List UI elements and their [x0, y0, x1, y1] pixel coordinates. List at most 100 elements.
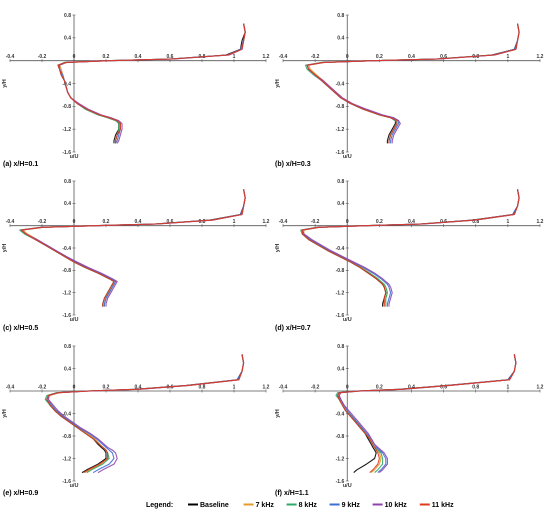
x-tick-label: -0.2	[311, 219, 320, 225]
chart-panel: -0.4 -0.2 0 0.2 0.4 0.6 0.8 1 1.20.80.4-0.4-0.8-…	[275, 179, 544, 332]
y-tick-label: 0.4	[337, 366, 344, 372]
y-tick-label: -0.8	[336, 104, 345, 110]
y-tick-label: -1.6	[336, 313, 345, 319]
series-line-11-khz	[46, 354, 245, 474]
y-tick-label: -0.8	[336, 434, 345, 440]
y-axis-title: y/H	[275, 409, 281, 418]
x-tick-label: -0.2	[38, 219, 47, 225]
x-tick-label: 0.6	[440, 385, 447, 391]
x-tick-label: 0.2	[103, 54, 110, 60]
series-line-10-khz	[47, 354, 245, 474]
legend-item: 9 kHz	[329, 502, 361, 509]
chart-panel: -0.4 -0.2 0 0.2 0.4 0.6 0.8 1 1.20.80.4-0.4-0.8-…	[275, 344, 544, 497]
y-tick-label: -0.8	[62, 268, 71, 274]
y-tick-label: -0.8	[62, 434, 71, 440]
y-tick-label: -1.2	[336, 290, 345, 296]
x-tick-label: 0.2	[103, 385, 110, 391]
x-tick-label: 1.2	[263, 219, 270, 225]
y-tick-label: -0.4	[62, 411, 71, 417]
y-tick-label: 0.8	[337, 179, 344, 185]
series-line-9-khz	[59, 23, 246, 144]
chart-panel: -0.4 -0.2 0 0.2 0.4 0.6 0.8 1 1.20.80.4-0.4-0.8-…	[2, 344, 270, 497]
x-tick-label: 0	[346, 385, 349, 391]
x-tick-label: -0.4	[279, 385, 288, 391]
y-tick-label: -1.2	[62, 127, 71, 133]
x-axis-title: u/U	[70, 154, 79, 160]
legend-label: Baseline	[200, 502, 229, 509]
x-tick-label: 1	[506, 385, 509, 391]
y-tick-label: -1.2	[62, 290, 71, 296]
x-tick-label: 0.6	[167, 54, 174, 60]
chart-panel: -0.4 -0.2 0 0.2 0.4 0.6 0.8 1 1.20.80.4-0.4-0.8-…	[2, 13, 270, 168]
x-tick-label: 0.8	[472, 54, 479, 60]
series-line-8-khz	[300, 189, 520, 307]
y-tick-label: 0.8	[64, 13, 71, 19]
legend: Legend: Baseline 7 kHz 8 kHz 9 kHz 10 kHz 11 …	[146, 502, 454, 509]
series-line-11-khz	[301, 189, 520, 307]
x-tick-label: 0.4	[135, 385, 142, 391]
series-line-11-khz	[306, 23, 520, 144]
series-line-8-khz	[57, 23, 246, 144]
y-tick-label: 0.4	[337, 36, 344, 42]
x-tick-label: 1.2	[263, 54, 270, 60]
x-tick-label: 0.4	[408, 219, 415, 225]
series-line-11-khz	[20, 189, 246, 307]
y-tick-label: 0.8	[64, 344, 71, 350]
series-line-baseline	[337, 354, 517, 474]
series-line-10-khz	[338, 354, 517, 474]
y-tick-label: -1.6	[336, 150, 345, 156]
x-tick-label: 0.6	[167, 385, 174, 391]
legend-item: 7 kHz	[243, 502, 274, 509]
panels-group: -0.4 -0.2 0 0.2 0.4 0.6 0.8 1 1.2 0.8 0.4 -0.4 -0.8 -…	[2, 13, 544, 497]
y-tick-label: -0.4	[336, 411, 345, 417]
x-tick-label: 1	[506, 54, 509, 60]
y-tick-label: 0.8	[337, 344, 344, 350]
x-tick-label: 0.8	[199, 385, 206, 391]
x-tick-label: 1	[506, 219, 509, 225]
legend-label: 9 kHz	[342, 502, 361, 509]
legend-item: 8 kHz	[286, 502, 317, 509]
series-line-11-khz	[337, 354, 517, 474]
chart-panel: -0.4 -0.2 0 0.2 0.4 0.6 0.8 1 1.20.80.4-0.4-0.8-…	[275, 13, 544, 168]
panel-label: (a) x/H=0.1	[3, 161, 38, 168]
panel-label: (b) x/H=0.3	[275, 161, 311, 168]
x-tick-label: -0.4	[6, 54, 15, 60]
x-axis-title: u/U	[343, 317, 352, 323]
y-tick-label: -0.4	[336, 246, 345, 252]
y-axis-title: y/H	[275, 79, 281, 88]
x-tick-label: 1.2	[537, 385, 544, 391]
x-tick-label: 0	[73, 219, 76, 225]
legend-entries: Baseline 7 kHz 8 kHz 9 kHz 10 kHz 11 kHz	[188, 502, 454, 509]
y-tick-label: 0.4	[64, 201, 71, 207]
series-line-7-khz	[47, 354, 245, 474]
series-line-baseline	[57, 23, 246, 144]
y-axis-title: y/H	[275, 244, 281, 253]
x-tick-label: -0.2	[38, 54, 47, 60]
x-tick-label: 1.2	[537, 54, 544, 60]
x-tick-label: 0.2	[376, 385, 383, 391]
y-tick-label: -1.6	[62, 313, 71, 319]
legend-label: 11 kHz	[432, 502, 454, 509]
x-tick-label: 0.2	[376, 54, 383, 60]
y-axis-title: y/H	[2, 244, 8, 253]
x-tick-label: 0.4	[135, 54, 142, 60]
x-tick-label: -0.2	[311, 54, 320, 60]
x-tick-label: -0.2	[38, 385, 47, 391]
series-line-9-khz	[46, 354, 245, 474]
series-line-7-khz	[338, 354, 517, 474]
x-tick-label: 0	[73, 54, 76, 60]
series-line-8-khz	[335, 354, 517, 474]
y-tick-label: -1.2	[336, 456, 345, 462]
x-tick-label: -0.4	[6, 219, 15, 225]
x-tick-label: 0.8	[472, 385, 479, 391]
x-tick-label: 0.4	[408, 385, 415, 391]
legend-item: 11 kHz	[419, 502, 454, 509]
x-axis-title: u/U	[70, 317, 79, 323]
series-line-baseline	[20, 189, 246, 307]
legend-label: 10 kHz	[385, 502, 408, 509]
y-tick-label: -0.8	[62, 104, 71, 110]
series-line-10-khz	[20, 189, 246, 307]
x-axis-title: u/U	[70, 483, 79, 489]
panel-label: (c) x/H=0.5	[3, 325, 38, 332]
